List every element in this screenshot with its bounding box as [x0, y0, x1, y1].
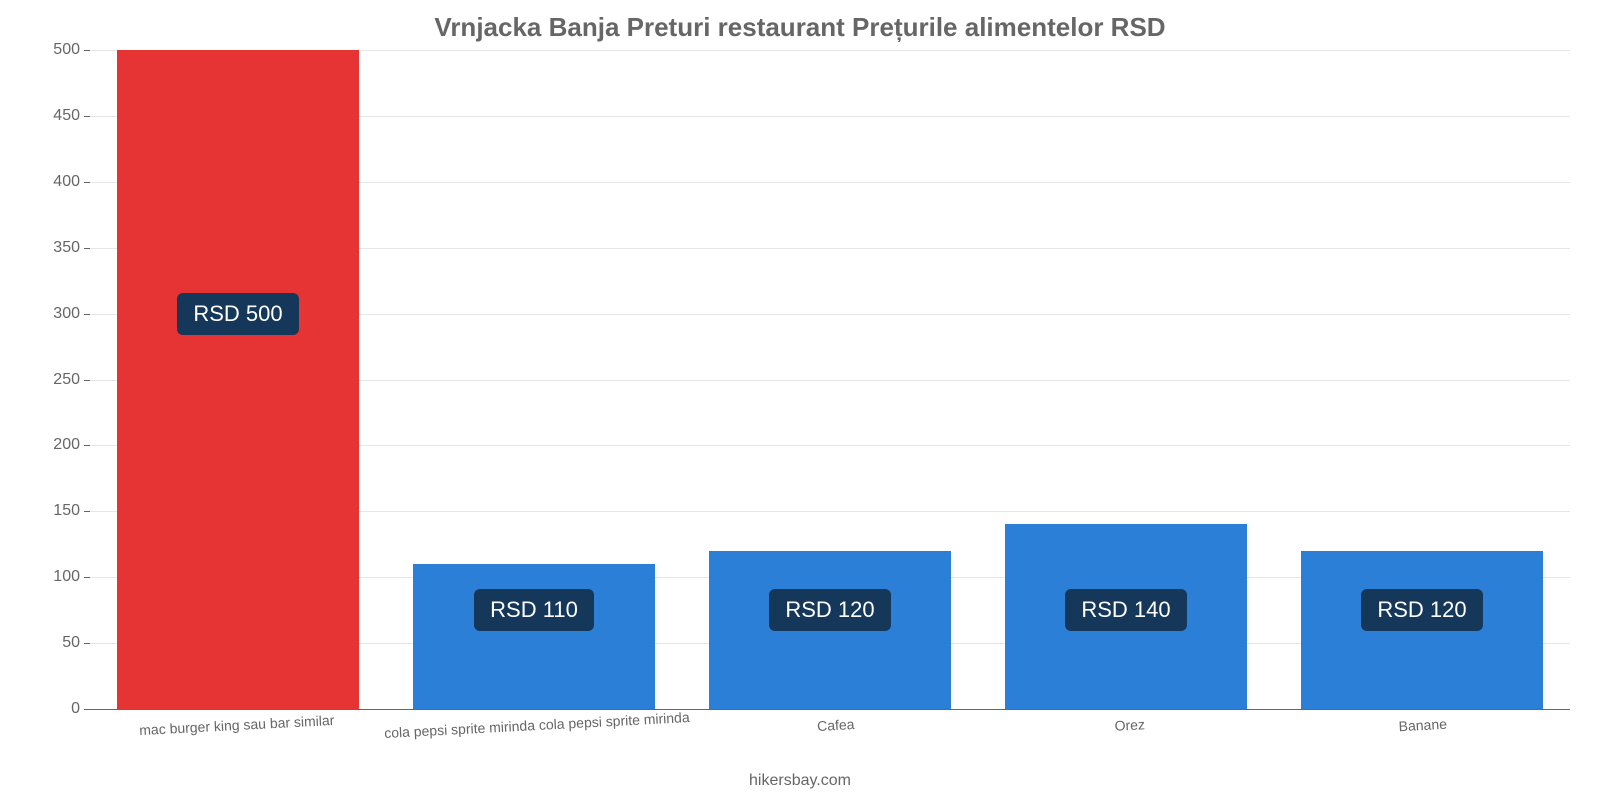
- bar-value-label: RSD 110: [474, 589, 594, 631]
- bar: [413, 564, 656, 709]
- chart-area: 050100150200250300350400450500 RSD 500RS…: [90, 50, 1570, 710]
- y-tick-label: 150: [35, 502, 80, 520]
- bar-value-label: RSD 500: [177, 293, 298, 335]
- bar-label-wrap: RSD 500: [90, 293, 386, 335]
- bar-value-label: RSD 140: [1065, 589, 1186, 631]
- y-tick-label: 450: [35, 107, 80, 125]
- chart-title: Vrnjacka Banja Preturi restaurant Prețur…: [0, 0, 1600, 51]
- y-tick-mark: [84, 709, 90, 710]
- bar-value-label: RSD 120: [769, 589, 890, 631]
- bar-label-wrap: RSD 120: [1274, 589, 1570, 631]
- bar-slot: RSD 140: [978, 50, 1274, 709]
- y-tick-label: 0: [35, 700, 80, 718]
- bar-label-wrap: RSD 110: [386, 589, 682, 631]
- bar-label-wrap: RSD 140: [978, 589, 1274, 631]
- bar-label-wrap: RSD 120: [682, 589, 978, 631]
- bar-slot: RSD 500: [90, 50, 386, 709]
- x-tick-label: mac burger king sau bar similar: [90, 709, 384, 740]
- bar: [117, 50, 360, 709]
- x-tick-label: Banane: [1276, 709, 1570, 740]
- bar-slot: RSD 110: [386, 50, 682, 709]
- y-tick-label: 300: [35, 305, 80, 323]
- y-tick-label: 200: [35, 436, 80, 454]
- x-tick-label: Cafea: [689, 709, 983, 740]
- bar-value-label: RSD 120: [1361, 589, 1482, 631]
- x-axis-labels: mac burger king sau bar similarcola peps…: [90, 717, 1570, 733]
- plot: 050100150200250300350400450500 RSD 500RS…: [90, 50, 1570, 710]
- y-tick-label: 250: [35, 371, 80, 389]
- footer-attribution: hikersbay.com: [749, 772, 851, 790]
- y-tick-label: 350: [35, 239, 80, 257]
- x-tick-label: cola pepsi sprite mirinda cola pepsi spr…: [383, 709, 689, 741]
- y-tick-label: 500: [35, 41, 80, 59]
- bar-slot: RSD 120: [682, 50, 978, 709]
- bars-container: RSD 500 RSD 110 RSD 120 RSD 140 RSD 120: [90, 50, 1570, 709]
- y-tick-label: 100: [35, 568, 80, 586]
- y-tick-label: 400: [35, 173, 80, 191]
- y-tick-label: 50: [35, 634, 80, 652]
- bar-slot: RSD 120: [1274, 50, 1570, 709]
- x-tick-label: Orez: [983, 709, 1277, 740]
